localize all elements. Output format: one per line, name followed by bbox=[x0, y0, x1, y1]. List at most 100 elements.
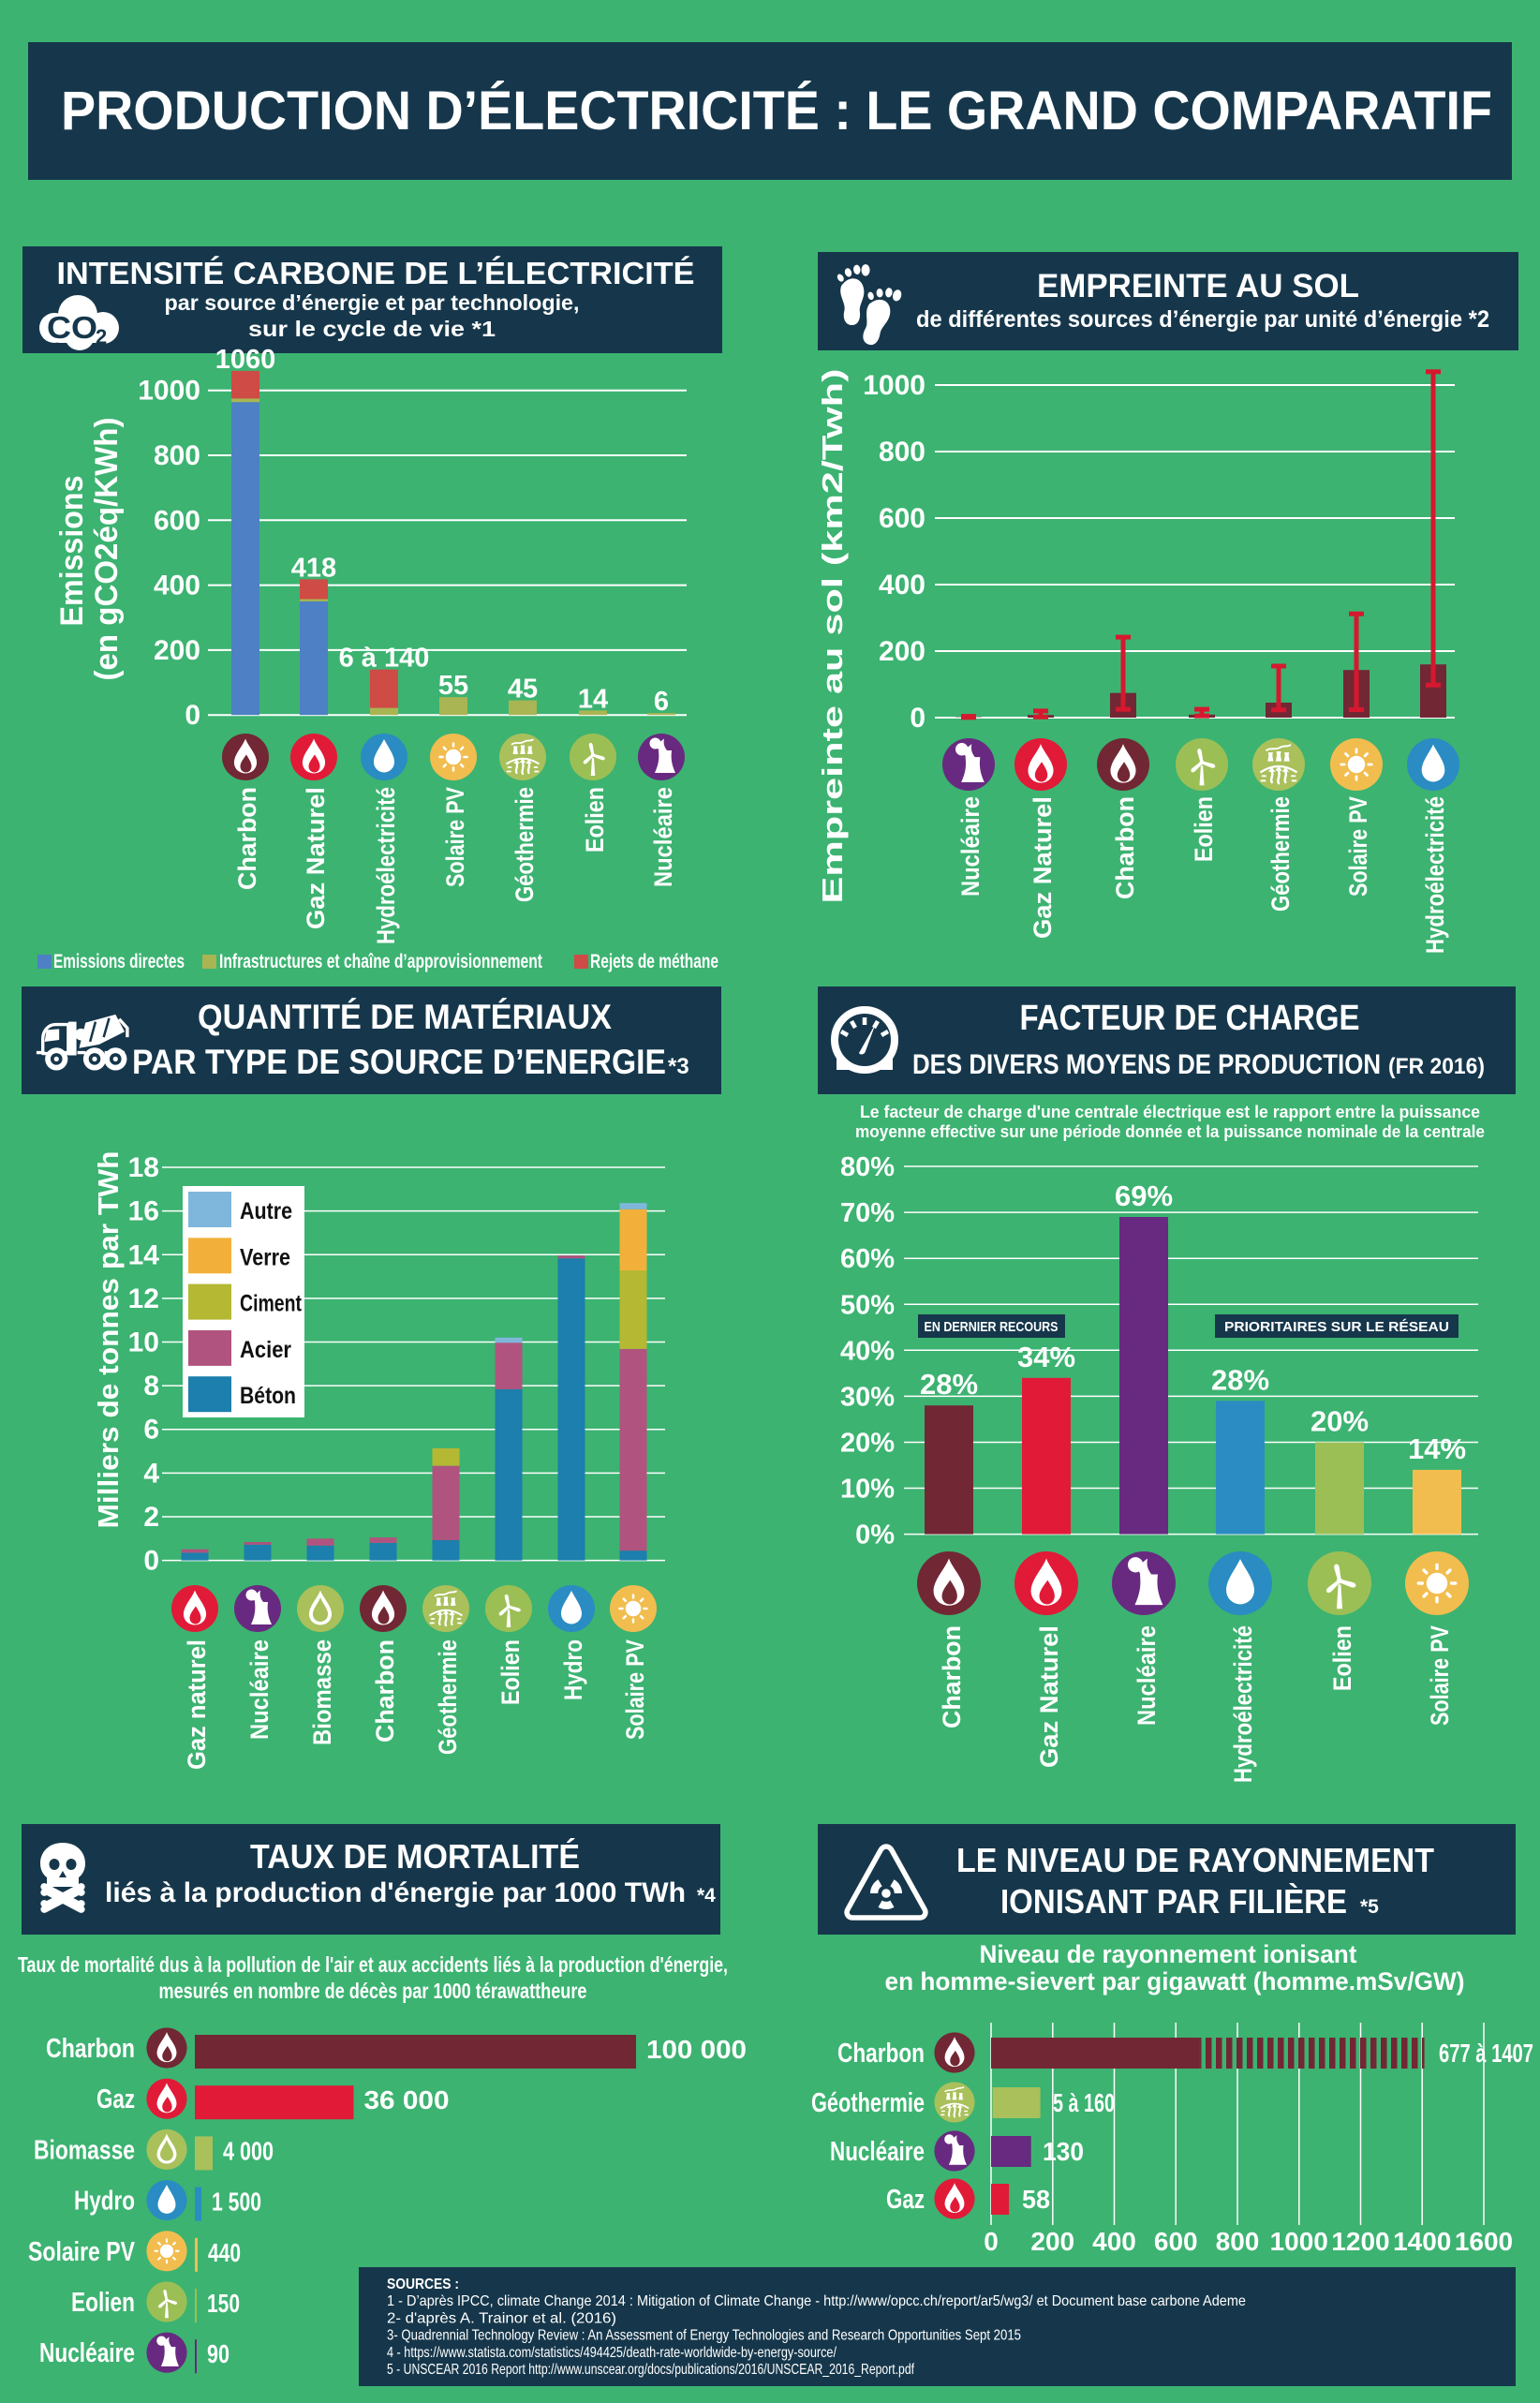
svg-text:0: 0 bbox=[984, 2227, 999, 2256]
svg-text:Géothermie: Géothermie bbox=[511, 787, 539, 902]
svg-text:Biomasse: Biomasse bbox=[308, 1639, 336, 1745]
svg-text:Gaz Naturel: Gaz Naturel bbox=[1029, 796, 1057, 939]
svg-text:Gaz naturel: Gaz naturel bbox=[183, 1639, 211, 1770]
svg-text:EMPREINTE AU SOL: EMPREINTE AU SOL bbox=[1037, 268, 1359, 304]
svg-text:Eolien: Eolien bbox=[1190, 796, 1218, 862]
svg-text:Empreinte au sol (km2/Twh): Empreinte au sol (km2/Twh) bbox=[816, 369, 849, 904]
svg-text:Solaire PV: Solaire PV bbox=[621, 1639, 649, 1740]
svg-text:Géothermie: Géothermie bbox=[434, 1639, 462, 1755]
svg-text:Ciment: Ciment bbox=[240, 1291, 303, 1317]
svg-text:Taux de mortalité dus à la pol: Taux de mortalité dus à la pollution de … bbox=[18, 1952, 728, 1977]
svg-text:600: 600 bbox=[879, 503, 925, 534]
svg-text:Charbon: Charbon bbox=[938, 1625, 966, 1728]
svg-text:Emissions: Emissions bbox=[54, 476, 90, 627]
svg-text:Charbon: Charbon bbox=[371, 1639, 399, 1743]
svg-text:Biomasse: Biomasse bbox=[34, 2135, 135, 2165]
svg-text:200: 200 bbox=[1030, 2227, 1074, 2256]
svg-text:IONISANT PAR FILIÈRE: IONISANT PAR FILIÈRE bbox=[1000, 1882, 1347, 1921]
svg-text:Charbon: Charbon bbox=[46, 2034, 135, 2064]
svg-text:DES DIVERS MOYENS DE PRODUCTIO: DES DIVERS MOYENS DE PRODUCTION bbox=[912, 1049, 1381, 1080]
svg-text:Infrastructures et chaîne d’ap: Infrastructures et chaîne d’approvisionn… bbox=[219, 951, 542, 972]
svg-text:800: 800 bbox=[879, 437, 925, 467]
svg-text:1400: 1400 bbox=[1393, 2227, 1451, 2256]
svg-text:Eolien: Eolien bbox=[581, 787, 609, 853]
svg-text:Niveau de rayonnement ionisant: Niveau de rayonnement ionisant bbox=[980, 1940, 1357, 1968]
svg-text:en homme-sievert par gigawatt: en homme-sievert par gigawatt (homme.mSv… bbox=[885, 1967, 1465, 1995]
svg-text:FACTEUR DE CHARGE: FACTEUR DE CHARGE bbox=[1020, 999, 1360, 1038]
svg-text:418: 418 bbox=[291, 553, 336, 583]
svg-text:Béton: Béton bbox=[240, 1383, 296, 1409]
svg-text:Charbon: Charbon bbox=[1111, 796, 1139, 899]
svg-text:10: 10 bbox=[128, 1328, 159, 1358]
svg-text:INTENSITÉ CARBONE DE L’ÉLECTRI: INTENSITÉ CARBONE DE L’ÉLECTRICITÉ bbox=[57, 256, 695, 290]
svg-text:(en gCO2éq/KWh): (en gCO2éq/KWh) bbox=[89, 418, 125, 681]
svg-text:28%: 28% bbox=[920, 1368, 978, 1401]
svg-text:Gaz: Gaz bbox=[96, 2084, 135, 2114]
svg-text:55: 55 bbox=[438, 671, 468, 701]
svg-text:PAR TYPE DE SOURCE D’ENERGIE: PAR TYPE DE SOURCE D’ENERGIE bbox=[132, 1043, 666, 1081]
svg-text:10%: 10% bbox=[840, 1475, 895, 1505]
svg-text:14: 14 bbox=[578, 684, 608, 714]
svg-text:par source d’énergie et par te: par source d’énergie et par technologie, bbox=[165, 290, 580, 315]
svg-text:58: 58 bbox=[1022, 2185, 1050, 2214]
svg-text:Acier: Acier bbox=[240, 1337, 291, 1363]
svg-text:1000: 1000 bbox=[138, 376, 200, 407]
svg-text:EN DERNIER RECOURS: EN DERNIER RECOURS bbox=[925, 1319, 1059, 1335]
svg-text:6: 6 bbox=[143, 1415, 159, 1446]
svg-text:SOURCES :: SOURCES : bbox=[387, 2277, 459, 2292]
svg-text:60%: 60% bbox=[840, 1244, 895, 1274]
svg-text:6: 6 bbox=[654, 687, 669, 717]
svg-text:Nucléaire: Nucléaire bbox=[245, 1639, 274, 1740]
svg-text:150: 150 bbox=[207, 2289, 240, 2318]
svg-text:Solaire PV: Solaire PV bbox=[441, 787, 469, 887]
svg-text:18: 18 bbox=[128, 1152, 159, 1183]
svg-text:Verre: Verre bbox=[240, 1244, 290, 1270]
svg-text:Solaire PV: Solaire PV bbox=[1344, 796, 1372, 897]
svg-text:600: 600 bbox=[1154, 2227, 1198, 2256]
svg-text:4: 4 bbox=[143, 1458, 159, 1489]
svg-text:Nucléaire: Nucléaire bbox=[1133, 1625, 1161, 1726]
svg-text:Géothermie: Géothermie bbox=[811, 2088, 925, 2118]
svg-text:Solaire PV: Solaire PV bbox=[1426, 1625, 1454, 1726]
svg-text:2: 2 bbox=[143, 1502, 159, 1533]
svg-text:mesurés en nombre de décès par: mesurés en nombre de décès par 1000 téra… bbox=[159, 1979, 587, 2003]
svg-text:12: 12 bbox=[128, 1283, 159, 1314]
svg-text:800: 800 bbox=[154, 440, 200, 471]
svg-text:Milliers de tonnes par TWh: Milliers de tonnes par TWh bbox=[92, 1151, 125, 1529]
svg-text:Autre: Autre bbox=[240, 1198, 292, 1224]
svg-text:600: 600 bbox=[154, 505, 200, 536]
svg-text:8: 8 bbox=[143, 1371, 159, 1402]
svg-text:Eolien: Eolien bbox=[1328, 1625, 1356, 1691]
svg-text:14%: 14% bbox=[1408, 1432, 1466, 1465]
svg-text:100 000: 100 000 bbox=[646, 2035, 747, 2064]
svg-text:Charbon: Charbon bbox=[233, 787, 261, 890]
svg-text:Gaz: Gaz bbox=[886, 2185, 925, 2215]
svg-text:QUANTITÉ DE MATÉRIAUX: QUANTITÉ DE MATÉRIAUX bbox=[198, 998, 612, 1036]
svg-text:40%: 40% bbox=[840, 1336, 895, 1366]
svg-text:800: 800 bbox=[1216, 2227, 1260, 2256]
svg-text:Nucléaire: Nucléaire bbox=[39, 2338, 135, 2368]
svg-text:45: 45 bbox=[508, 675, 538, 705]
svg-text:Nucléaire: Nucléaire bbox=[830, 2137, 925, 2167]
svg-text:Hydro: Hydro bbox=[559, 1639, 587, 1700]
svg-text:de différentes sources d’énerg: de différentes sources d’énergie par uni… bbox=[916, 306, 1489, 333]
svg-text:CO: CO bbox=[47, 310, 97, 345]
svg-text:(FR 2016): (FR 2016) bbox=[1388, 1054, 1485, 1079]
svg-text:5 - UNSCEAR 2016 Report http:/: 5 - UNSCEAR 2016 Report http://www.unsce… bbox=[387, 2362, 914, 2378]
svg-text:2- d'après A. Trainor et al. (: 2- d'après A. Trainor et al. (2016) bbox=[387, 2310, 616, 2326]
svg-text:LE NIVEAU DE RAYONNEMENT: LE NIVEAU DE RAYONNEMENT bbox=[956, 1841, 1434, 1879]
svg-text:moyenne effective sur une péri: moyenne effective sur une période donnée… bbox=[855, 1122, 1485, 1141]
svg-text:0: 0 bbox=[910, 703, 925, 734]
svg-text:Charbon: Charbon bbox=[837, 2039, 925, 2069]
svg-text:16: 16 bbox=[128, 1196, 159, 1227]
svg-text:6 à 140: 6 à 140 bbox=[339, 644, 430, 674]
svg-text:5 à 160: 5 à 160 bbox=[1053, 2088, 1115, 2117]
svg-text:PRIORITAIRES SUR LE RÉSEAU: PRIORITAIRES SUR LE RÉSEAU bbox=[1224, 1319, 1449, 1335]
svg-text:30%: 30% bbox=[840, 1382, 895, 1412]
svg-text:Le facteur de charge d'une cen: Le facteur de charge d'une centrale élec… bbox=[860, 1103, 1480, 1121]
svg-text:130: 130 bbox=[1043, 2137, 1084, 2166]
svg-text:36 000: 36 000 bbox=[364, 2085, 450, 2114]
svg-text:400: 400 bbox=[1092, 2227, 1136, 2256]
svg-text:Nucléaire: Nucléaire bbox=[649, 787, 677, 887]
svg-text:Hydro: Hydro bbox=[74, 2187, 135, 2217]
